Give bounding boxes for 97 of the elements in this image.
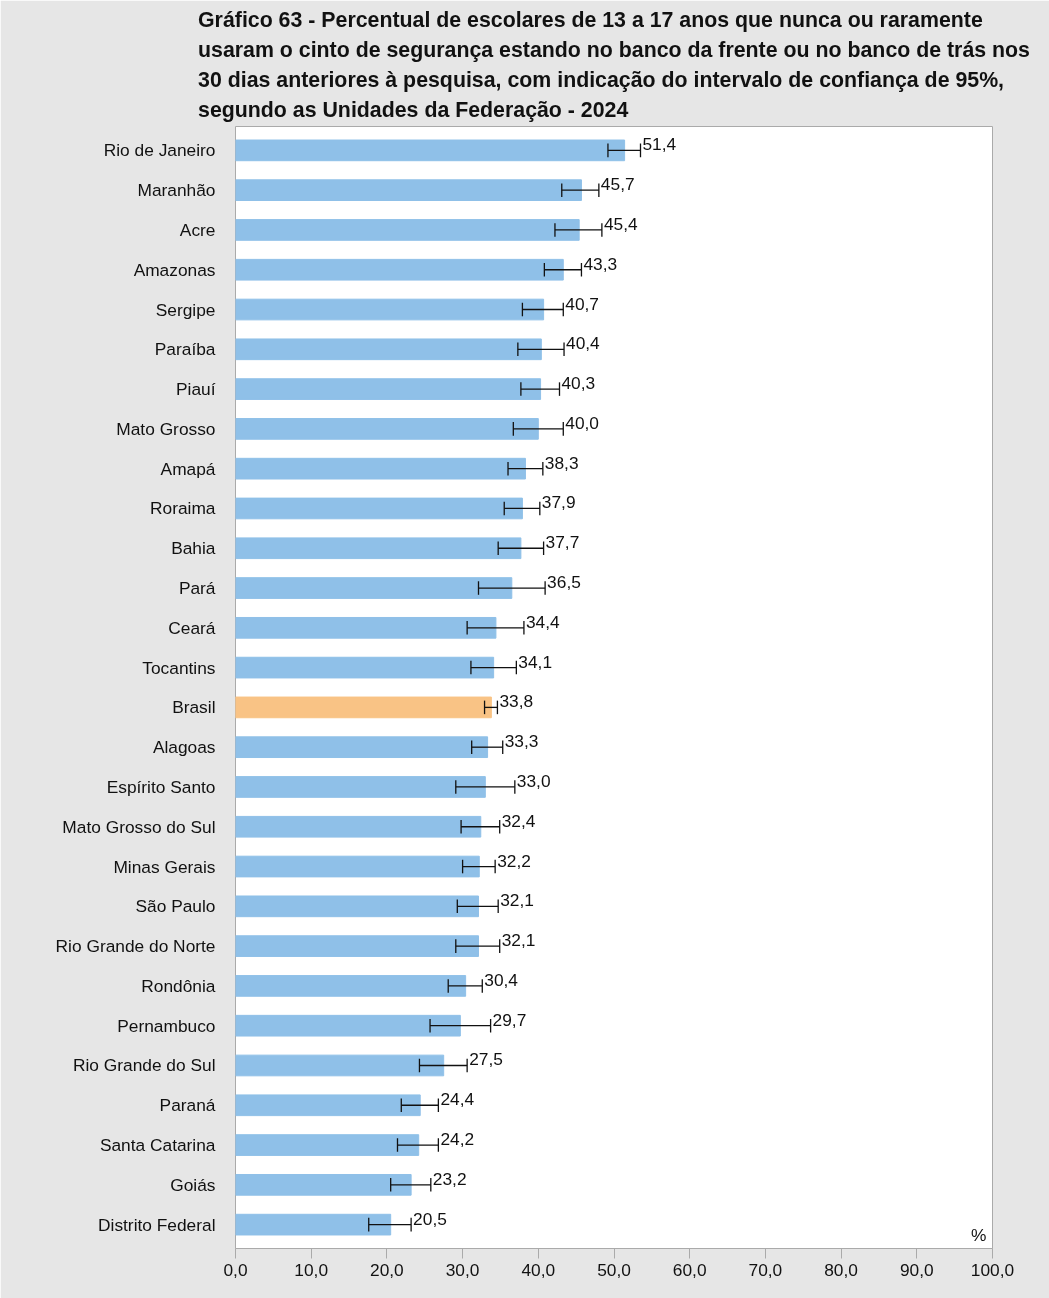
bar: [235, 219, 580, 241]
bar: [235, 179, 582, 201]
data-label: 40,4: [566, 333, 601, 354]
data-label: 45,7: [600, 174, 635, 195]
y-tick-label: Bahia: [171, 538, 216, 559]
bar: [235, 139, 626, 162]
y-tick-label: Mato Grosso do Sul: [62, 816, 216, 837]
data-label: 37,7: [545, 532, 580, 553]
bar: [235, 1213, 392, 1236]
data-label: 32,4: [501, 810, 536, 831]
data-label: 27,5: [469, 1049, 503, 1070]
data-label: 29,7: [492, 1009, 527, 1030]
bar: [235, 497, 523, 520]
data-label: 32,1: [500, 890, 534, 911]
data-label: 36,5: [547, 572, 581, 593]
bar: [235, 656, 495, 679]
data-label: 33,8: [499, 691, 534, 712]
y-tick-label: Goiás: [170, 1174, 216, 1195]
y-tick-label: Rio Grande do Norte: [55, 936, 216, 957]
data-label: 24,2: [440, 1129, 475, 1150]
x-tick-label: 60,0: [672, 1259, 707, 1280]
bar: [235, 1094, 421, 1117]
bar: [235, 815, 482, 838]
y-tick-label: Piauí: [176, 379, 216, 400]
data-label: 23,2: [432, 1168, 467, 1189]
y-tick-label: Acre: [179, 219, 216, 240]
bar: [235, 457, 526, 480]
y-tick-label: Minas Gerais: [113, 856, 216, 877]
y-tick-label: Rondônia: [141, 975, 216, 996]
bar: [235, 418, 539, 440]
data-label: 30,4: [484, 969, 519, 990]
y-tick-label: Alagoas: [152, 737, 216, 758]
data-label: 34,4: [525, 611, 561, 632]
x-tick-label: 40,0: [521, 1259, 556, 1280]
x-tick-label: 20,0: [370, 1259, 404, 1280]
data-label: 45,4: [603, 213, 638, 234]
y-tick-label: Sergipe: [155, 299, 216, 320]
y-tick-label: Paraná: [159, 1095, 216, 1116]
y-tick-label: Rio de Janeiro: [103, 140, 216, 161]
bar: [235, 935, 479, 957]
bar: [235, 776, 486, 798]
x-tick-label: 30,0: [445, 1259, 480, 1280]
data-label: 20,5: [413, 1208, 447, 1229]
bar: [235, 258, 564, 281]
data-label: 24,4: [440, 1089, 475, 1110]
bar: [235, 378, 542, 400]
y-tick-label: Tocantins: [142, 657, 216, 678]
x-tick-label: 50,0: [597, 1259, 631, 1280]
y-tick-label: Ceará: [168, 617, 216, 638]
y-tick-label: Amazonas: [133, 259, 216, 280]
bar: [235, 1134, 420, 1156]
data-label: 32,2: [497, 850, 531, 871]
bar: [235, 338, 542, 361]
x-tick-label: 90,0: [899, 1259, 934, 1280]
data-label: 51,4: [642, 134, 677, 155]
data-label: 33,3: [504, 731, 539, 752]
y-tick-label: Rio Grande do Sul: [72, 1055, 216, 1076]
bar: [235, 298, 545, 321]
y-tick-label: Santa Catarina: [99, 1135, 216, 1156]
y-tick-label: Maranhão: [137, 180, 216, 201]
x-tick-label: 70,0: [748, 1259, 783, 1280]
x-tick-label: 0,0: [223, 1259, 248, 1280]
data-label: 37,9: [541, 492, 576, 513]
bar: [235, 895, 479, 918]
x-axis-title: %: [971, 1224, 987, 1245]
y-tick-label: Distrito Federal: [98, 1214, 216, 1235]
bar: [235, 616, 497, 639]
data-label: 40,3: [561, 373, 596, 394]
y-tick-label: Roraima: [150, 498, 216, 519]
y-tick-label: Paraíba: [154, 339, 216, 360]
data-label: 32,1: [501, 930, 536, 951]
x-tick-label: 80,0: [824, 1259, 858, 1280]
x-tick-label: 100,0: [970, 1259, 1015, 1280]
data-label: 40,0: [565, 412, 600, 433]
x-tick-label: 10,0: [294, 1259, 329, 1280]
bar: [235, 577, 513, 599]
y-tick-label: Mato Grosso: [116, 418, 216, 439]
bar: [235, 855, 480, 878]
bar: [235, 975, 467, 997]
data-label: 38,3: [544, 452, 579, 473]
bar: [235, 696, 492, 719]
bar: [235, 1014, 461, 1037]
y-tick-label: São Paulo: [135, 896, 216, 917]
y-tick-label: Brasil: [172, 697, 216, 718]
bar: [235, 1174, 412, 1196]
y-tick-label: Pernambuco: [117, 1015, 216, 1036]
y-tick-label: Amapá: [160, 458, 216, 479]
data-label: 43,3: [583, 253, 618, 274]
data-label: 34,1: [518, 651, 553, 672]
bar: [235, 537, 522, 560]
chart-title: Gráfico 63 - Percentual de escolares de 13 a 17 anos que nunca ou raramente usaram o cinto de segurança estando no banco da frente ou no banco de trás nos 30 dias anteriores à pesquisa, com indicação do intervalo de confiança de 95%, segundo as Unidades da Federação - 2024: [198, 7, 1030, 122]
y-tick-label: Espírito Santo: [106, 776, 216, 797]
bar: [235, 736, 489, 759]
data-label: 33,0: [516, 770, 551, 791]
data-label: 40,7: [565, 293, 600, 314]
y-tick-label: Pará: [178, 578, 216, 599]
bar: [235, 1054, 445, 1077]
